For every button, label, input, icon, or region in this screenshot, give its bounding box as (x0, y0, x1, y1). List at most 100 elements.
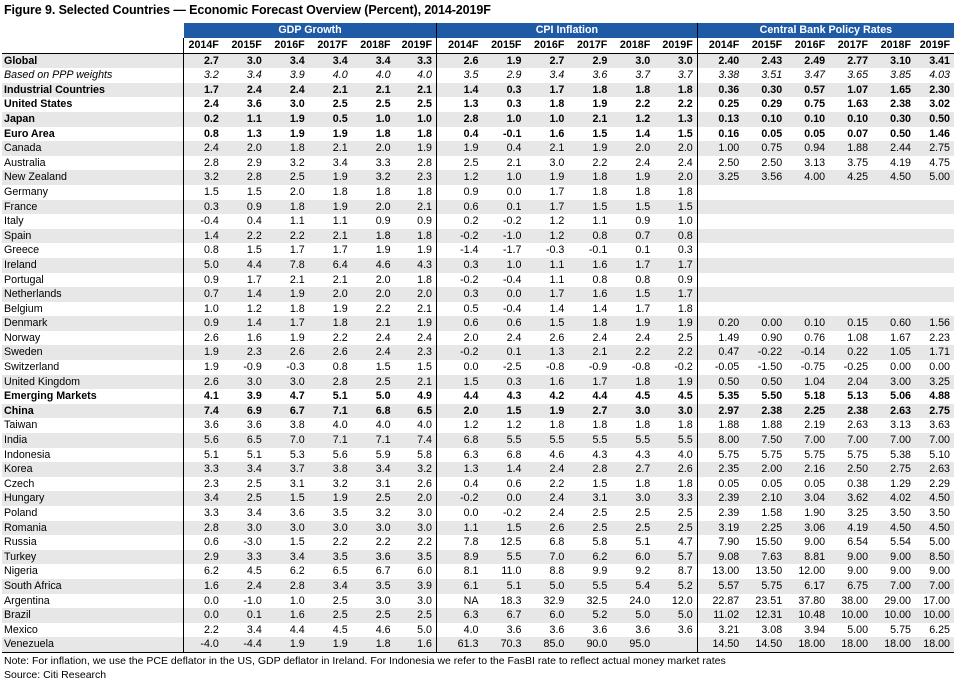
cpi-cell: 2.5 (568, 506, 612, 521)
gdp-cell: 2.0 (308, 287, 352, 302)
gdp-cell: 5.1 (308, 389, 352, 404)
rates-cell (696, 199, 744, 215)
rates-cell: 3.13 (786, 155, 830, 171)
gdp-cell: 2.1 (265, 272, 309, 288)
gdp-cell: 5.8 (394, 447, 437, 463)
cpi-cell: -1.4 (435, 243, 483, 258)
cpi-cell: 2.0 (435, 403, 483, 419)
gdp-cell: 6.2 (183, 564, 223, 579)
cpi-cell: 1.9 (435, 141, 483, 156)
cpi-cell: 0.6 (482, 316, 526, 331)
rates-cell (786, 228, 830, 244)
table-row: Global 2.7 3.0 3.4 3.4 3.4 3.3 2.6 1.9 2.7 2.9 3.0 3… (2, 53, 954, 69)
gdp-cell: 1.6 (394, 637, 437, 653)
rates-cell: 3.10 (872, 53, 915, 69)
gdp-cell: 3.0 (222, 53, 266, 69)
rates-cell: 3.62 (829, 491, 873, 506)
rates-cell: 2.38 (743, 403, 787, 419)
gdp-cell: 1.9 (308, 170, 352, 185)
gdp-cell: 1.4 (183, 228, 223, 244)
rates-cell: 1.08 (829, 330, 873, 346)
gdp-cell: -0.9 (222, 360, 266, 375)
rates-cell: 4.25 (829, 170, 873, 185)
table-row: Spain 1.4 2.2 2.2 2.1 1.8 1.8 -0.2 -1.0 1.2 0.8 0.7… (2, 228, 954, 244)
gdp-cell: 1.9 (308, 491, 352, 506)
cpi-cell: 1.5 (568, 199, 612, 215)
rates-cell: 7.00 (914, 578, 954, 594)
row-label: Netherlands (2, 287, 184, 302)
cpi-cell: 1.2 (525, 228, 569, 244)
forecast-table: GDP Growth CPI Inflation Central Bank Po… (2, 23, 954, 653)
row-label: Mexico (2, 622, 184, 638)
table-row: Nigeria 6.2 4.5 6.2 6.5 6.7 6.0 8.1 11.0 8.8 9.9 9.… (2, 564, 954, 579)
rates-cell (829, 272, 873, 288)
table-row: India 5.6 6.5 7.0 7.1 7.1 7.4 6.8 5.5 5.5 5.5 5.5 5.… (2, 433, 954, 448)
rates-cell: 2.50 (829, 462, 873, 477)
cpi-cell: 1.8 (654, 418, 698, 434)
rates-cell: 5.57 (696, 578, 744, 594)
row-label: Brazil (2, 608, 184, 623)
gdp-cell: 6.0 (394, 564, 437, 579)
rates-cell (914, 184, 954, 200)
cpi-cell: 1.4 (611, 126, 655, 142)
gdp-cell: 3.2 (351, 506, 395, 521)
gdp-cell: 5.6 (183, 433, 223, 448)
table-row: Venezuela -4.0 -4.4 1.9 1.9 1.8 1.6 61.3 70.3 85.… (2, 637, 954, 653)
rates-cell: 0.57 (786, 82, 830, 98)
gdp-cell: 7.1 (308, 403, 352, 419)
rates-cell: 1.56 (914, 316, 954, 331)
gdp-cell: 3.6 (265, 506, 309, 521)
gdp-cell: 2.1 (351, 82, 395, 98)
rates-cell: 37.80 (786, 593, 830, 609)
year-header-cpi-3: 2017F (568, 38, 612, 54)
gdp-cell: 1.8 (308, 184, 352, 200)
cpi-cell: 1.3 (525, 345, 569, 361)
rates-cell: 2.38 (829, 403, 873, 419)
gdp-cell: 2.1 (394, 374, 437, 390)
rates-cell: 0.29 (743, 97, 787, 112)
cpi-cell: 1.9 (482, 53, 526, 69)
rates-cell: 3.00 (872, 374, 915, 390)
cpi-cell: 4.3 (568, 447, 612, 463)
row-label: Based on PPP weights (2, 68, 184, 83)
row-label: Greece (2, 243, 184, 258)
cpi-cell: 3.1 (568, 491, 612, 506)
rates-cell (786, 199, 830, 215)
rates-cell: 0.00 (872, 360, 915, 375)
rates-cell (743, 272, 787, 288)
cpi-cell: 2.4 (654, 155, 698, 171)
gdp-cell: 1.8 (351, 184, 395, 200)
year-header-gdp-1: 2015F (222, 38, 266, 54)
gdp-cell: 1.7 (308, 243, 352, 258)
table-row: Ireland 5.0 4.4 7.8 6.4 4.6 4.3 0.3 1.0 1.1 1.6 1.7… (2, 257, 954, 273)
gdp-cell: 3.2 (308, 476, 352, 492)
gdp-cell: 1.0 (265, 593, 309, 609)
gdp-cell: 2.0 (351, 141, 395, 156)
cpi-cell: 0.3 (435, 287, 483, 302)
rates-cell: 4.50 (872, 170, 915, 185)
gdp-cell: 1.8 (394, 272, 437, 288)
cpi-cell: 1.1 (435, 520, 483, 536)
cpi-cell: 0.8 (654, 228, 698, 244)
table-row: Brazil 0.0 0.1 1.6 2.5 2.5 2.5 6.3 6.7 6.0 5.2 5.0 5… (2, 608, 954, 623)
row-label: Taiwan (2, 418, 184, 434)
rates-cell: 7.00 (829, 433, 873, 448)
row-label: Poland (2, 506, 184, 521)
rates-cell: 1.65 (872, 82, 915, 98)
gdp-cell: 7.1 (308, 433, 352, 448)
rates-cell: 3.50 (914, 506, 954, 521)
gdp-cell: 5.6 (308, 447, 352, 463)
table-row: Germany 1.5 1.5 2.0 1.8 1.8 1.8 0.9 0.0 1.7 1.8 1.8… (2, 184, 954, 200)
gdp-cell: 2.4 (222, 578, 266, 594)
rates-cell: 0.38 (829, 476, 873, 492)
rates-cell (914, 243, 954, 258)
cpi-cell: 5.0 (525, 578, 569, 594)
rates-cell: 18.00 (786, 637, 830, 653)
gdp-cell: 1.4 (222, 287, 266, 302)
cpi-cell: 1.9 (654, 374, 698, 390)
rates-cell (696, 287, 744, 302)
cpi-cell: -0.1 (482, 126, 526, 142)
cpi-cell: 1.4 (525, 301, 569, 317)
rates-cell: 1.49 (696, 330, 744, 346)
cpi-cell: 1.7 (654, 287, 698, 302)
